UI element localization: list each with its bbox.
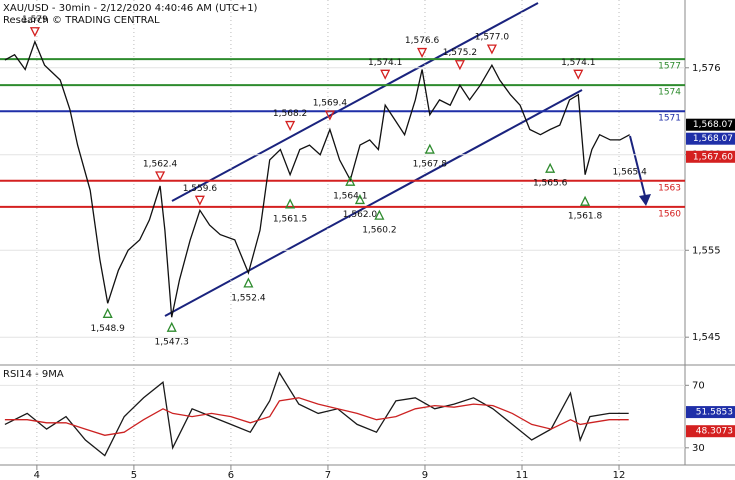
low-marker	[545, 162, 556, 173]
annotation-label: 1,562.4	[143, 159, 178, 169]
price-tag	[686, 132, 735, 145]
high-marker	[380, 69, 391, 80]
annotation-label: 1,568.2	[273, 109, 307, 119]
annotation-label: 1,559.6	[183, 184, 218, 194]
chart-title: XAU/USD - 30min - 2/12/2020 4:40:46 AM (…	[3, 3, 258, 14]
price-tag	[686, 150, 735, 163]
price-tag-label: 51.5853	[696, 408, 733, 418]
low-marker	[374, 209, 385, 220]
price-tag	[686, 118, 735, 131]
price-tag-label: 1,567.60	[693, 152, 733, 162]
annotation-label: 1,579	[22, 15, 48, 25]
high-marker	[194, 195, 205, 206]
x-tick-label: 5	[131, 470, 137, 480]
high-marker	[486, 44, 497, 55]
chart-subtitle: Research © TRADING CENTRAL	[3, 15, 160, 26]
price-tag-label: 48.3073	[696, 427, 733, 437]
y-tick-label: 1,576	[692, 63, 721, 74]
price-tag	[686, 425, 735, 438]
x-tick-label: 4	[34, 470, 40, 480]
high-marker	[155, 171, 166, 182]
low-marker	[166, 321, 177, 332]
annotation-label: 1,561.5	[273, 214, 307, 224]
high-marker	[324, 110, 335, 121]
forecast-arrow	[629, 135, 646, 197]
low-marker	[424, 143, 435, 154]
y-tick-label: 1,545	[692, 332, 721, 343]
y-tick-label: 1,555	[692, 245, 721, 256]
high-marker	[29, 27, 40, 38]
level-label: 1563	[658, 183, 681, 193]
series-line	[4, 371, 629, 457]
x-tick-label: 11	[516, 470, 529, 480]
x-tick-label: 9	[422, 470, 428, 480]
annotation-label: 1,575.2	[443, 48, 477, 58]
price-tag	[686, 406, 735, 419]
price-tag-label: 1,568.07	[693, 134, 733, 144]
annotation-label: 1,576.6	[405, 36, 440, 46]
y-tick-label: 30	[692, 443, 705, 454]
low-marker	[345, 175, 356, 186]
forecast-arrowhead	[639, 194, 651, 206]
high-marker	[573, 69, 584, 80]
annotation-label: 1,547.3	[155, 338, 189, 348]
annotation-label: 1,565.4	[613, 167, 648, 177]
low-marker	[243, 277, 254, 288]
annotation-label: 1,561.8	[568, 212, 603, 222]
high-marker	[417, 47, 428, 59]
low-marker	[102, 307, 113, 318]
y-tick-label: 70	[692, 380, 705, 391]
annotation-label: 1,565.6	[533, 179, 568, 189]
annotation-label: 1,567.8	[413, 160, 448, 170]
price-tag-label: 1,568.07	[693, 120, 733, 130]
high-marker	[285, 120, 296, 132]
annotation-label: 1,577.0	[475, 33, 510, 43]
low-marker	[285, 198, 296, 209]
annotation-label: 1,574.1	[561, 58, 595, 68]
x-tick-label: 12	[613, 470, 626, 480]
annotation-label: 1,548.9	[91, 324, 126, 334]
level-label: 1577	[658, 62, 681, 72]
channel-upper	[171, 2, 539, 202]
x-tick-label: 7	[325, 470, 331, 480]
annotation-label: 1,552.4	[231, 293, 266, 303]
annotation-label: 1,574.1	[368, 58, 402, 68]
series-line	[4, 397, 629, 436]
channel-lower	[164, 89, 583, 317]
level-label: 1574	[658, 88, 681, 98]
level-label: 1571	[658, 114, 681, 124]
annotation-label: 1,569.4	[313, 99, 348, 109]
annotation-label: 1,560.2	[362, 226, 396, 236]
low-marker	[580, 195, 591, 206]
series-line	[4, 39, 631, 318]
low-marker	[354, 193, 366, 205]
level-label: 1560	[658, 209, 681, 219]
annotation-label: 1,562.0	[343, 210, 378, 220]
high-marker	[454, 60, 465, 71]
x-tick-label: 6	[228, 470, 234, 480]
annotation-label: 1,564.1	[333, 192, 367, 202]
rsi-title: RSI14 - 9MA	[3, 369, 64, 380]
